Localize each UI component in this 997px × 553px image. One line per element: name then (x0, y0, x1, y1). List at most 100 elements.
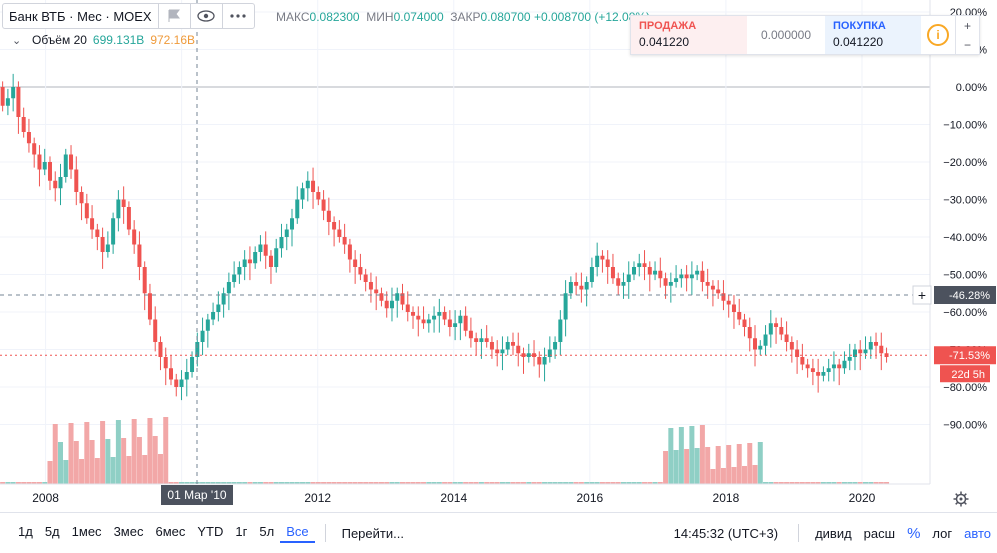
volume-bar (326, 482, 332, 484)
volume-bar (142, 455, 148, 484)
volume-bar (805, 482, 811, 484)
volume-label[interactable]: Объём 20 (32, 33, 87, 47)
auto-scale-toggle[interactable]: авто (964, 525, 991, 541)
candle-body (158, 342, 163, 357)
candle-body (137, 244, 142, 267)
candle-body (852, 349, 857, 357)
candle-body (616, 278, 621, 286)
volume-bar (89, 440, 95, 484)
candle-body (689, 274, 694, 279)
candle-body (21, 117, 26, 132)
candle-body (810, 368, 815, 372)
sell-button[interactable]: ПРОДАЖА 0.041220 (631, 16, 747, 54)
more-options-icon[interactable] (221, 4, 254, 28)
volume-bar (157, 454, 163, 484)
candle-body (495, 349, 500, 354)
candle-body (800, 357, 805, 365)
candle-body (16, 87, 21, 117)
candle-body (195, 342, 200, 357)
candle-body (358, 267, 363, 275)
candle-body (69, 154, 74, 170)
add-alert-button[interactable] (912, 285, 932, 305)
candle-body (563, 293, 568, 320)
volume-bar (631, 482, 637, 484)
volume-bar (673, 450, 679, 484)
candle-body (353, 259, 358, 267)
range-button[interactable]: Все (280, 524, 315, 543)
close-label: ЗАКР (450, 10, 481, 24)
plus-icon[interactable]: + (963, 18, 971, 33)
candle-body (626, 274, 631, 282)
volume-bar (815, 482, 821, 484)
volume-bar (699, 425, 705, 484)
volume-bar (768, 482, 774, 484)
volume-bar (136, 437, 142, 484)
volume-bar (357, 482, 363, 484)
goto-date-button[interactable]: Перейти... (341, 525, 404, 541)
candle-body (100, 237, 105, 252)
candle-body (274, 248, 279, 267)
volume-bar (436, 482, 442, 484)
low-value: 0.074000 (393, 10, 444, 24)
candle-body (600, 255, 605, 260)
log-scale-toggle[interactable]: лог (932, 525, 953, 541)
chart-grid (0, 0, 930, 484)
dividends-toggle[interactable]: дивид (815, 525, 852, 541)
volume-bar (426, 482, 432, 484)
collapse-icon[interactable]: ⌄ (12, 34, 22, 47)
candle-body (295, 199, 300, 219)
candle-body (463, 315, 468, 331)
volume-bar (626, 482, 632, 484)
quantity-stepper: + − (955, 16, 979, 54)
range-button[interactable]: 6мес (155, 523, 186, 539)
buy-button[interactable]: ПОКУПКА 0.041220 (825, 16, 921, 54)
volume-bar (331, 482, 337, 484)
candle-body (821, 372, 826, 376)
volume-bar (468, 482, 474, 484)
flag-icon[interactable] (157, 4, 190, 28)
candle-body (584, 282, 589, 290)
candle-body (58, 177, 63, 189)
volume-bar (531, 482, 537, 484)
minus-icon[interactable]: − (963, 37, 971, 52)
range-button[interactable]: 1д (18, 523, 33, 539)
candle-body (747, 327, 752, 339)
range-button[interactable]: 3мес (113, 523, 144, 539)
volume-bar (589, 482, 595, 484)
eye-icon[interactable] (189, 4, 222, 28)
range-button[interactable]: 1мес (71, 523, 102, 539)
range-button[interactable]: 1г (235, 523, 248, 539)
crosshair-price-label: -46.28% (949, 290, 990, 302)
volume-bar (363, 482, 369, 484)
volume-bar (647, 482, 653, 484)
candle-body (268, 255, 273, 267)
y-tick-label: −90.00% (943, 420, 987, 432)
volume-bar (268, 482, 274, 484)
candle-body (116, 199, 121, 219)
candle-body (300, 188, 305, 200)
percent-scale-toggle[interactable]: % (907, 524, 921, 542)
symbol-title[interactable]: Банк ВТБ · Мес · MOEX (9, 8, 152, 24)
candle-body (826, 368, 831, 372)
range-button[interactable]: 5л (259, 523, 275, 539)
volume-bar (84, 422, 90, 484)
volume-bar (620, 482, 626, 484)
candle-body (247, 259, 252, 264)
volume-bar (152, 436, 158, 484)
buy-label: ПОКУПКА (833, 20, 886, 32)
volume-bar (315, 482, 321, 484)
gear-icon[interactable] (950, 488, 972, 510)
volume-bar (526, 482, 532, 484)
volume-bar (447, 482, 453, 484)
candle-body (121, 199, 126, 207)
candle-body (879, 345, 884, 354)
clock[interactable]: 14:45:32 (UTC+3) (673, 525, 779, 541)
info-icon[interactable]: i (921, 16, 955, 54)
candle-body (242, 259, 247, 267)
range-button[interactable]: YTD (197, 523, 224, 539)
range-button[interactable]: 5д (44, 523, 60, 539)
candle-body (579, 285, 584, 290)
candle-body (484, 338, 489, 342)
extended-hours-toggle[interactable]: расш (863, 525, 896, 541)
